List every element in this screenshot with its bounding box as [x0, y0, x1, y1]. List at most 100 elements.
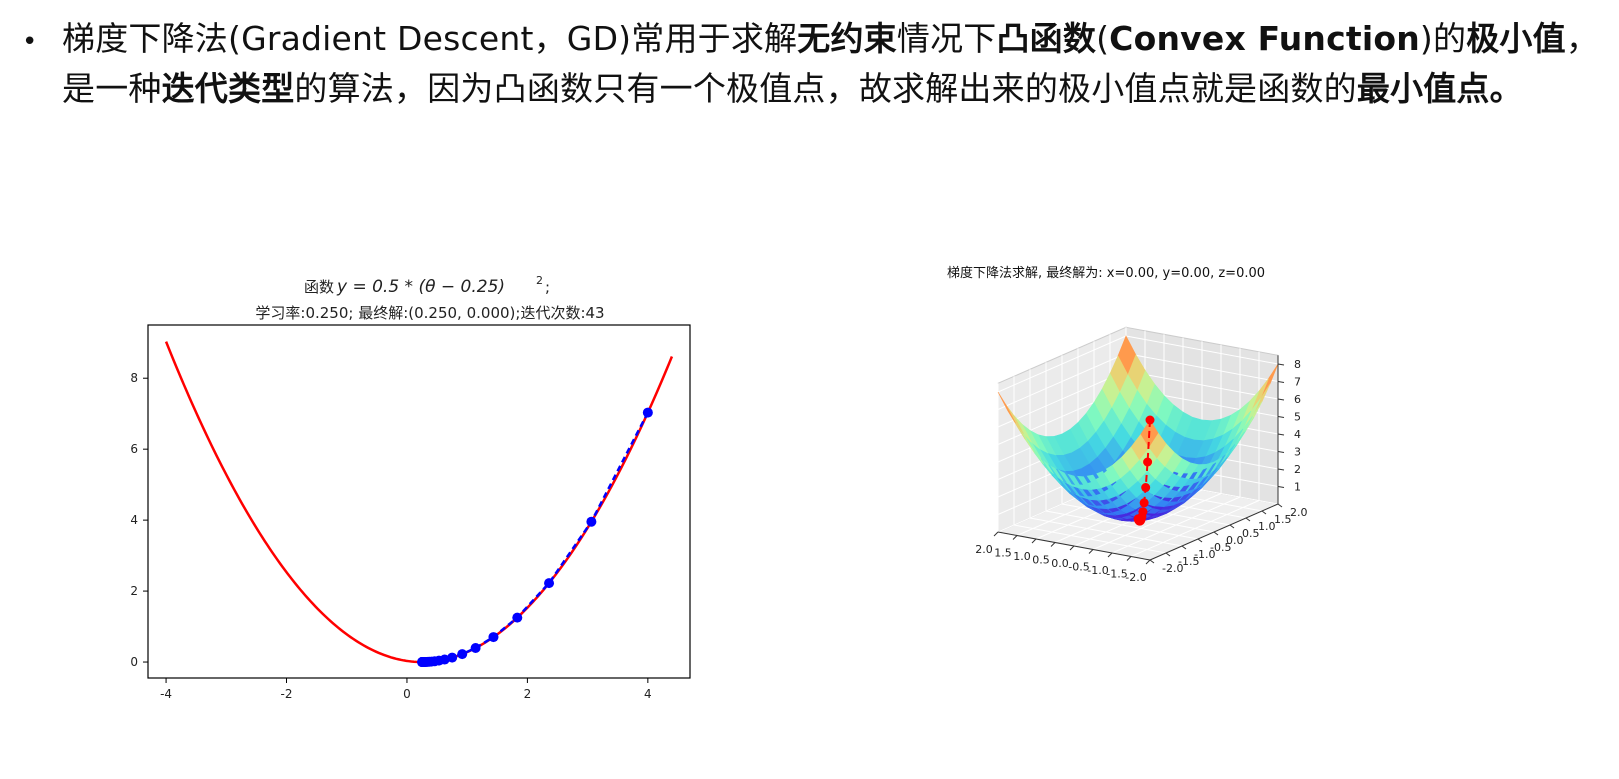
descent-point: [447, 652, 458, 663]
y-tick-label: -2.0: [1162, 562, 1183, 575]
text-run: ，是一种: [62, 19, 1600, 108]
y-tick-label: 0: [130, 655, 138, 669]
y-tick-label: -1.5: [1178, 555, 1199, 568]
chart1-subtitle: 学习率:0.250; 最终解:(0.250, 0.000);迭代次数:43: [255, 304, 604, 322]
z-tick-label: 7: [1294, 376, 1301, 389]
descent-point: [1141, 483, 1151, 493]
y-tick-label: 0.5: [1242, 527, 1260, 540]
x-tick: [1126, 556, 1132, 561]
descent-point: [544, 578, 555, 589]
z-tick: [1277, 363, 1285, 366]
text-run: 梯度下降法(Gradient Descent，GD)常用于求解: [62, 19, 798, 58]
z-tick-label: 6: [1294, 393, 1301, 406]
y-tick-label: 2.0: [1290, 506, 1308, 519]
bold-term: 极小值: [1466, 19, 1566, 58]
descent-point: [586, 516, 597, 527]
descent-point: [1143, 457, 1153, 467]
surface-patch: [997, 391, 1016, 424]
y-tick: [1149, 559, 1155, 564]
y-tick-label: 6: [130, 442, 138, 456]
chart1-title-exponent: 2: [536, 274, 543, 287]
descent-point: [470, 642, 481, 653]
y-tick: [1229, 524, 1235, 529]
y-tick-label: 1.0: [1258, 520, 1276, 533]
chart1-title-prefix: 函数: [304, 278, 334, 296]
grid-line: [1125, 370, 1279, 400]
z-tick: [1277, 381, 1285, 383]
z-tick: [1277, 468, 1285, 471]
gradient-descent-3d-chart: 梯度下降法求解, 最终解为: x=0.00, y=0.00, z=0.00 -2…: [947, 265, 1308, 584]
bullet-text: 梯度下降法(Gradient Descent，GD)常用于求解无约束情况下凸函数…: [62, 14, 1606, 114]
y-tick: [1165, 552, 1171, 557]
descent-point: [642, 407, 653, 418]
descent-point: [512, 612, 523, 623]
z-tick-label: 4: [1294, 428, 1301, 441]
y-tick-label: 2: [130, 584, 138, 598]
gradient-descent-2d-chart: 函数 y = 0.5 * (θ − 0.25) 2 ; 学习率:0.250; 最…: [130, 274, 691, 701]
y-tick-label: 0.0: [1226, 534, 1244, 547]
bold-term: Convex Function: [1109, 19, 1420, 58]
x-tick: [1145, 559, 1151, 565]
x-tick: [1088, 549, 1094, 554]
descent-point: [488, 632, 499, 643]
x-tick-label: 4: [644, 687, 652, 701]
grid-line: [997, 370, 1127, 428]
text-run: 的算法，因为凸函数只有一个极值点，故求解出来的极小值点就是函数的: [294, 69, 1357, 108]
descent-point: [1133, 514, 1143, 524]
z-tick-label: 5: [1294, 411, 1301, 424]
x-tick-label: 2: [524, 687, 532, 701]
bold-term: 无约束: [797, 19, 897, 58]
chart2-title: 梯度下降法求解, 最终解为: x=0.00, y=0.00, z=0.00: [947, 265, 1265, 281]
x-tick-label: -1.0: [1087, 564, 1108, 577]
text-run: (: [1096, 19, 1110, 58]
y-tick: [1213, 531, 1219, 536]
z-tick-label: 8: [1294, 358, 1301, 371]
grid-line: [997, 353, 1127, 410]
descent-point: [417, 657, 428, 668]
descent-point: [1139, 498, 1149, 508]
descent-point: [457, 649, 468, 660]
x-tick-label: 0.5: [1032, 554, 1050, 567]
grid-line: [1125, 335, 1279, 365]
text-run: )的: [1419, 19, 1467, 58]
z-tick: [1277, 398, 1285, 401]
x-tick-label: 1.0: [1013, 550, 1031, 563]
x-tick-label: -1.5: [1106, 568, 1127, 581]
x-tick-label: 0.0: [1051, 557, 1069, 570]
chart1-title-formula: y = 0.5 * (θ − 0.25): [336, 277, 505, 297]
chart1-plot-area: -4 -2 0 2 4 0 2 4 6 8: [130, 324, 691, 701]
x-tick: [1050, 542, 1056, 547]
descent-point: [1145, 415, 1155, 425]
y-tick-label: 4: [130, 513, 138, 527]
z-tick-label: 3: [1294, 446, 1301, 459]
chart1-frame: [147, 324, 691, 679]
bullet-paragraph: • 梯度下降法(Gradient Descent，GD)常用于求解无约束情况下凸…: [16, 14, 1606, 114]
bullet-marker: •: [22, 27, 38, 57]
bold-term: 凸函数: [996, 19, 1097, 58]
chart1-title-suffix: ;: [545, 278, 550, 296]
y-tick-label: 1.5: [1274, 513, 1292, 526]
y-tick-label: 8: [130, 371, 138, 385]
chart2-plot-area: -2.0-1.5-1.0-0.50.00.51.01.52.0-2.0-1.5-…: [975, 326, 1308, 584]
x-tick: [1012, 535, 1018, 540]
x-tick-label: -2.0: [1125, 571, 1146, 584]
z-tick-label: 2: [1294, 463, 1301, 476]
x-tick: [993, 531, 999, 537]
x-tick: [1031, 538, 1037, 544]
y-tick: [1197, 538, 1203, 543]
y-tick: [1181, 545, 1187, 550]
grid-line: [1125, 353, 1279, 382]
y-tick-label: -0.5: [1210, 541, 1231, 554]
z-tick: [1277, 433, 1285, 436]
x-tick-label: 2.0: [975, 543, 993, 556]
grid-line: [997, 335, 1127, 393]
x-tick: [1107, 552, 1113, 558]
x-tick-label: -4: [160, 687, 172, 701]
x-tick: [1069, 545, 1075, 551]
x-tick-label: -0.5: [1068, 561, 1089, 574]
z-tick: [1277, 486, 1285, 488]
y-tick: [1277, 503, 1283, 508]
y-tick: [1261, 510, 1267, 515]
x-tick-label: 1.5: [994, 547, 1012, 560]
text-run: 情况下: [896, 19, 997, 58]
